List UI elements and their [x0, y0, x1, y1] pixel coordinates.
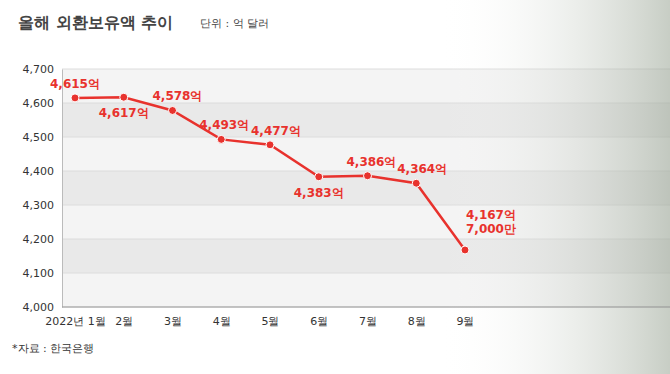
- x-axis-line: [62, 307, 670, 308]
- x-tick: 5월: [262, 307, 280, 328]
- data-label: 4,493억: [199, 118, 249, 132]
- y-tick-label: 4,500: [23, 131, 55, 144]
- marker: [364, 172, 372, 180]
- y-tick: 4,300: [23, 199, 63, 212]
- x-tick: 4월: [213, 307, 231, 328]
- data-label: 4,364억: [397, 162, 447, 176]
- marker: [266, 141, 274, 149]
- x-tick: 2022년 1월: [45, 307, 106, 328]
- x-tick-label: 5월: [262, 315, 280, 328]
- x-tick-label: 8월: [408, 315, 426, 328]
- x-tick: 3월: [164, 307, 182, 328]
- marker: [412, 179, 420, 187]
- x-axis: 2022년 1월 2월 3월 4월 5월 6월 7월 8월 9월: [45, 307, 670, 328]
- data-label: 4,383억: [294, 186, 344, 200]
- data-label: 4,578억: [153, 89, 203, 103]
- y-tick-label: 4,300: [23, 199, 55, 212]
- y-tick: 4,600: [23, 97, 63, 110]
- marker: [120, 93, 128, 101]
- y-tick: 4,400: [23, 165, 63, 178]
- x-tick-label: 4월: [213, 315, 231, 328]
- y-tick: 4,100: [23, 267, 63, 280]
- y-tick-label: 4,600: [23, 97, 55, 110]
- marker: [461, 246, 469, 254]
- data-label: 4,386억: [347, 155, 397, 169]
- x-tick: 2월: [115, 307, 133, 328]
- y-tick: 4,700: [23, 63, 63, 76]
- line: [75, 97, 465, 250]
- marker: [169, 106, 177, 114]
- grid-line: [62, 307, 670, 308]
- marker: [315, 173, 323, 181]
- chart: 4,000 4,100 4,200 4,300 4,400 4,500 4,600 4,700…: [0, 0, 670, 374]
- marker: [217, 135, 225, 143]
- y-tick-label: 4,000: [23, 301, 55, 314]
- y-axis-line: [62, 70, 63, 308]
- y-axis: 4,000 4,100 4,200 4,300 4,400 4,500 4,600 4,700: [23, 63, 63, 314]
- background-photo: [440, 0, 670, 374]
- y-tick: 4,000: [23, 301, 63, 314]
- x-tick-label: 3월: [164, 315, 182, 328]
- x-tick-label: 7월: [359, 315, 377, 328]
- x-tick-label: 6월: [310, 315, 328, 328]
- y-tick: 4,200: [23, 233, 63, 246]
- data-labels: 4,615억 4,617억 4,578억 4,493억4,477억 4,383억 4,38…: [50, 77, 516, 236]
- x-tick: 6월: [310, 307, 328, 328]
- source: *자료 : 한국은행: [12, 342, 94, 355]
- data-label: 4,615억: [50, 77, 100, 91]
- x-tick: 9월: [457, 307, 475, 328]
- title: 올해 외환보유액 추이: [18, 13, 173, 32]
- y-tick-label: 4,700: [23, 63, 55, 76]
- y-tick-label: 4,200: [23, 233, 55, 246]
- x-tick: 7월: [359, 307, 377, 328]
- x-tick-label: 2월: [115, 315, 133, 328]
- x-tick: 8월: [408, 307, 426, 328]
- x-tick-label: 2022년 1월: [45, 315, 106, 328]
- plot-area: [71, 93, 469, 254]
- y-tick-label: 4,400: [23, 165, 55, 178]
- y-tick-label: 4,100: [23, 267, 55, 280]
- x-tick-label: 9월: [457, 315, 475, 328]
- marker: [71, 94, 79, 102]
- unit-label: 단위 : 억 달러: [200, 17, 269, 30]
- y-tick: 4,500: [23, 131, 63, 144]
- data-label: 4,477억: [251, 124, 301, 138]
- data-label: 4,617억: [99, 106, 149, 120]
- data-label: 4,167억7,000만: [466, 208, 516, 236]
